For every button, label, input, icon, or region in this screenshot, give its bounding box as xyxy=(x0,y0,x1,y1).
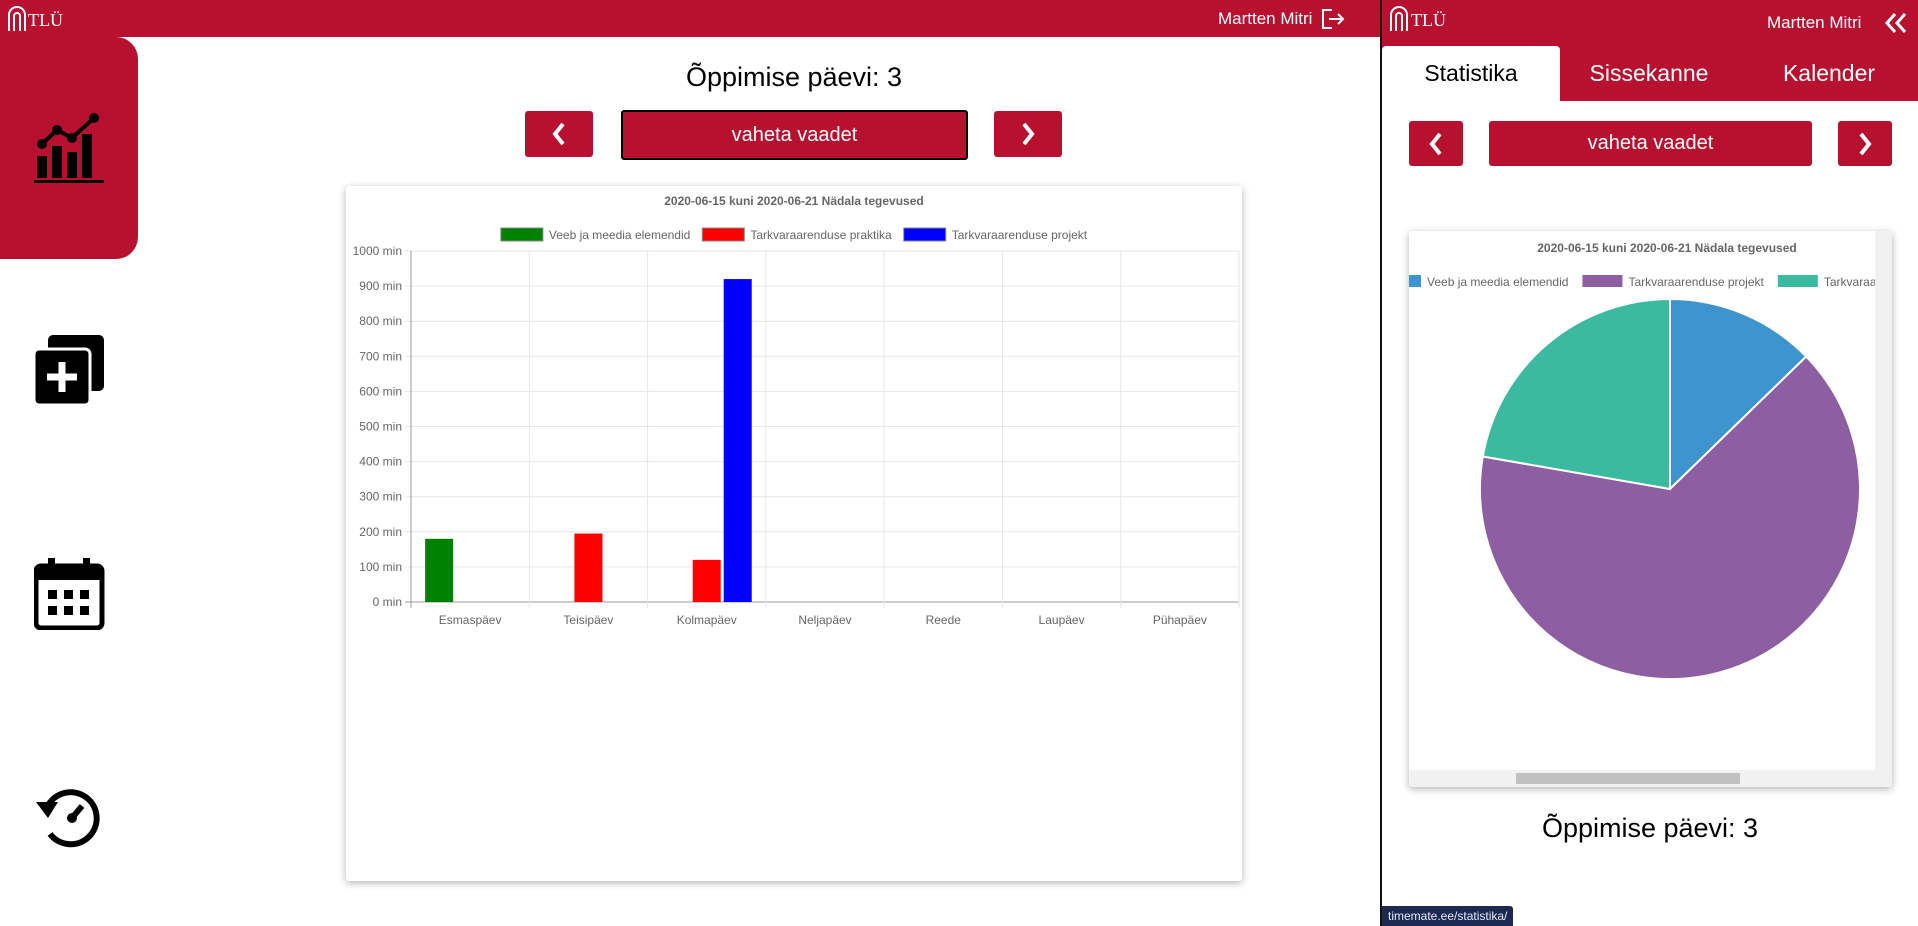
bar-chart: 2020-06-15 kuni 2020-06-21 Nädala tegevu… xyxy=(353,194,1240,627)
x-tick-label: Neljapäev xyxy=(798,613,851,627)
legend-label: Veeb ja meedia elemendid xyxy=(1427,275,1568,289)
chevron-left xyxy=(552,122,565,146)
v-scrollbar[interactable] xyxy=(1875,231,1892,787)
pie-slice xyxy=(1669,297,1808,492)
logo-icon xyxy=(8,6,26,31)
legend-swatch xyxy=(903,227,947,242)
panel-user-name[interactable]: Martten Mitri xyxy=(1767,13,1862,32)
top-bar xyxy=(0,0,1380,37)
tab[interactable]: Statistika xyxy=(1424,60,1518,86)
y-tick-label: 700 min xyxy=(359,349,402,363)
legend-swatch xyxy=(1582,275,1623,287)
panel-logo-text: TLÜ xyxy=(1411,10,1446,30)
legend-label: Tarkvaraarenduse praktika xyxy=(750,228,892,242)
legend-swatch xyxy=(701,227,745,242)
bar xyxy=(425,538,454,602)
pie-slice xyxy=(1479,355,1861,680)
logo-text: TLÜ xyxy=(28,10,63,30)
main-title: Õppimise päevi: 3 xyxy=(685,62,903,92)
user-name[interactable]: Martten Mitri xyxy=(1218,9,1313,28)
chevron-right xyxy=(1859,132,1872,155)
y-tick-label: 0 min xyxy=(373,595,402,609)
pie-chart: 2020-06-15 kuni 2020-06-21 Nädala tegevu… xyxy=(1409,241,1892,680)
legend-swatch xyxy=(1409,275,1421,287)
x-tick-label: Laupäev xyxy=(1039,613,1085,627)
bar xyxy=(574,533,603,602)
x-tick-label: Esmaspäev xyxy=(439,613,502,627)
add-icon[interactable] xyxy=(34,335,106,407)
legend-item: Tarkvaraarenduse praktika xyxy=(701,227,892,242)
panel-prev-button[interactable] xyxy=(1409,121,1463,166)
scroll-thumb[interactable] xyxy=(1516,773,1740,784)
h-scrollbar[interactable] xyxy=(1409,770,1875,787)
x-tick-label: Kolmapäev xyxy=(677,613,737,627)
chart-title: 2020-06-15 kuni 2020-06-21 Nädala tegevu… xyxy=(1537,241,1796,255)
y-tick-label: 100 min xyxy=(359,560,402,574)
pie-card: 2020-06-15 kuni 2020-06-21 Nädala tegevu… xyxy=(1409,231,1892,787)
legend-swatch xyxy=(500,227,544,242)
logout-icon[interactable] xyxy=(1320,7,1346,31)
bar xyxy=(723,279,752,602)
x-tick-label: Teisipäev xyxy=(563,613,613,627)
legend-label: Veeb ja meedia elemendid xyxy=(549,228,690,242)
legend-item: Veeb ja meedia elemendid xyxy=(500,227,690,242)
status-url: timemate.ee/statistika/ xyxy=(1382,906,1514,926)
y-tick-label: 400 min xyxy=(359,455,402,469)
panel-next-button[interactable] xyxy=(1838,121,1892,166)
legend-item: Tarkvaraarenduse projekt xyxy=(903,227,1088,242)
stats-icon[interactable] xyxy=(34,112,106,184)
history-icon[interactable] xyxy=(34,780,106,852)
calendar-icon[interactable] xyxy=(34,558,106,630)
panel-title: Õppimise päevi: 3 xyxy=(1541,813,1759,843)
bar-card: 2020-06-15 kuni 2020-06-21 Nädala tegevu… xyxy=(346,186,1242,881)
panel-logo-icon xyxy=(1390,6,1408,31)
y-tick-label: 500 min xyxy=(359,420,402,434)
bar xyxy=(692,559,721,602)
prev-button[interactable] xyxy=(525,111,593,157)
chart-title: 2020-06-15 kuni 2020-06-21 Nädala tegevu… xyxy=(664,194,923,208)
next-button[interactable] xyxy=(994,111,1062,157)
divider xyxy=(1380,0,1382,926)
chevron-right xyxy=(1022,122,1035,146)
tab[interactable]: Sissekanne xyxy=(1589,60,1709,86)
pie-slice xyxy=(1481,297,1671,491)
y-tick-label: 300 min xyxy=(359,490,402,504)
legend-label: Tarkvaraarenduse projekt xyxy=(952,228,1088,242)
y-tick-label: 800 min xyxy=(359,314,402,328)
y-tick-label: 1000 min xyxy=(353,244,402,258)
active-nav[interactable] xyxy=(0,37,138,259)
y-tick-label: 900 min xyxy=(359,279,402,293)
chevron-left xyxy=(1429,132,1442,155)
switch-view-button[interactable]: vaheta vaadet xyxy=(621,110,968,160)
x-tick-label: Pühapäev xyxy=(1153,613,1207,627)
active-tab[interactable] xyxy=(1382,46,1560,101)
panel-switch-button[interactable]: vaheta vaadet xyxy=(1489,121,1812,166)
tab[interactable]: Kalender xyxy=(1782,60,1876,86)
legend-swatch xyxy=(1777,275,1818,287)
y-tick-label: 200 min xyxy=(359,525,402,539)
y-tick-label: 600 min xyxy=(359,384,402,398)
x-tick-label: Reede xyxy=(926,613,962,627)
collapse-icon[interactable] xyxy=(1884,12,1908,34)
legend-label: Tarkvaraarenduse praktika xyxy=(1824,275,1875,289)
legend-label: Tarkvaraarenduse projekt xyxy=(1628,275,1764,289)
